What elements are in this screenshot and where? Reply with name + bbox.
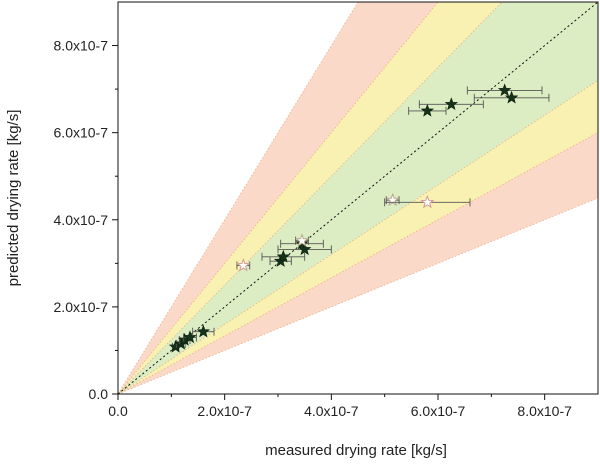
data-point-0-8 [277, 242, 332, 256]
open-star-marker [420, 194, 435, 209]
filled-star-marker [297, 242, 312, 256]
x-tick-label-0: 0.0 [108, 403, 128, 419]
data-point-0-10 [418, 97, 484, 111]
filled-star-marker [504, 90, 519, 104]
x-axis-label: measured drying rate [kg/s] [265, 442, 447, 459]
y-tick-label-1: 2.0x10-7 [54, 299, 109, 315]
data-point-0-9 [408, 103, 447, 117]
y-tick-label-4: 8.0x10-7 [54, 38, 109, 54]
y-tick-label-2: 4.0x10-7 [54, 212, 109, 228]
x-tick-label-1: 2.0x10-7 [197, 403, 252, 419]
x-tick-label-3: 6.0x10-7 [411, 403, 466, 419]
data-point-0-6 [261, 249, 306, 263]
y-tick-label-3: 6.0x10-7 [54, 125, 109, 141]
data-point-0-3 [183, 330, 197, 344]
filled-star-marker [444, 97, 459, 111]
filled-star-marker [420, 103, 435, 117]
y-tick-label-0: 0.0 [89, 386, 109, 402]
open-star-marker [236, 258, 251, 272]
data-point-1-0 [236, 258, 251, 272]
filled-star-marker [276, 249, 291, 263]
x-tick-label-4: 8.0x10-7 [517, 403, 572, 419]
data-point-1-3 [384, 194, 471, 209]
filled-star-marker [183, 330, 197, 344]
open-star-marker [294, 233, 310, 247]
error-band-edge-0-0 [118, 197, 598, 394]
y-axis-label: predicted drying rate [kg/s] [5, 110, 22, 287]
data-points [168, 83, 550, 353]
data-point-0-12 [473, 90, 550, 104]
filled-star-marker [497, 83, 512, 97]
plot-frame [117, 1, 599, 395]
filled-star-marker [196, 324, 211, 338]
error-band-edge-1-0 [118, 132, 598, 394]
data-point-0-11 [466, 83, 543, 97]
data-point-1-1 [294, 233, 310, 247]
axes: 0.0 2.0x10-7 4.0x10-7 6.0x10-7 8.0x10-7 0.0 2.… [54, 38, 573, 419]
data-point-0-4 [192, 324, 215, 338]
x-tick-label-2: 4.0x10-7 [304, 403, 359, 419]
